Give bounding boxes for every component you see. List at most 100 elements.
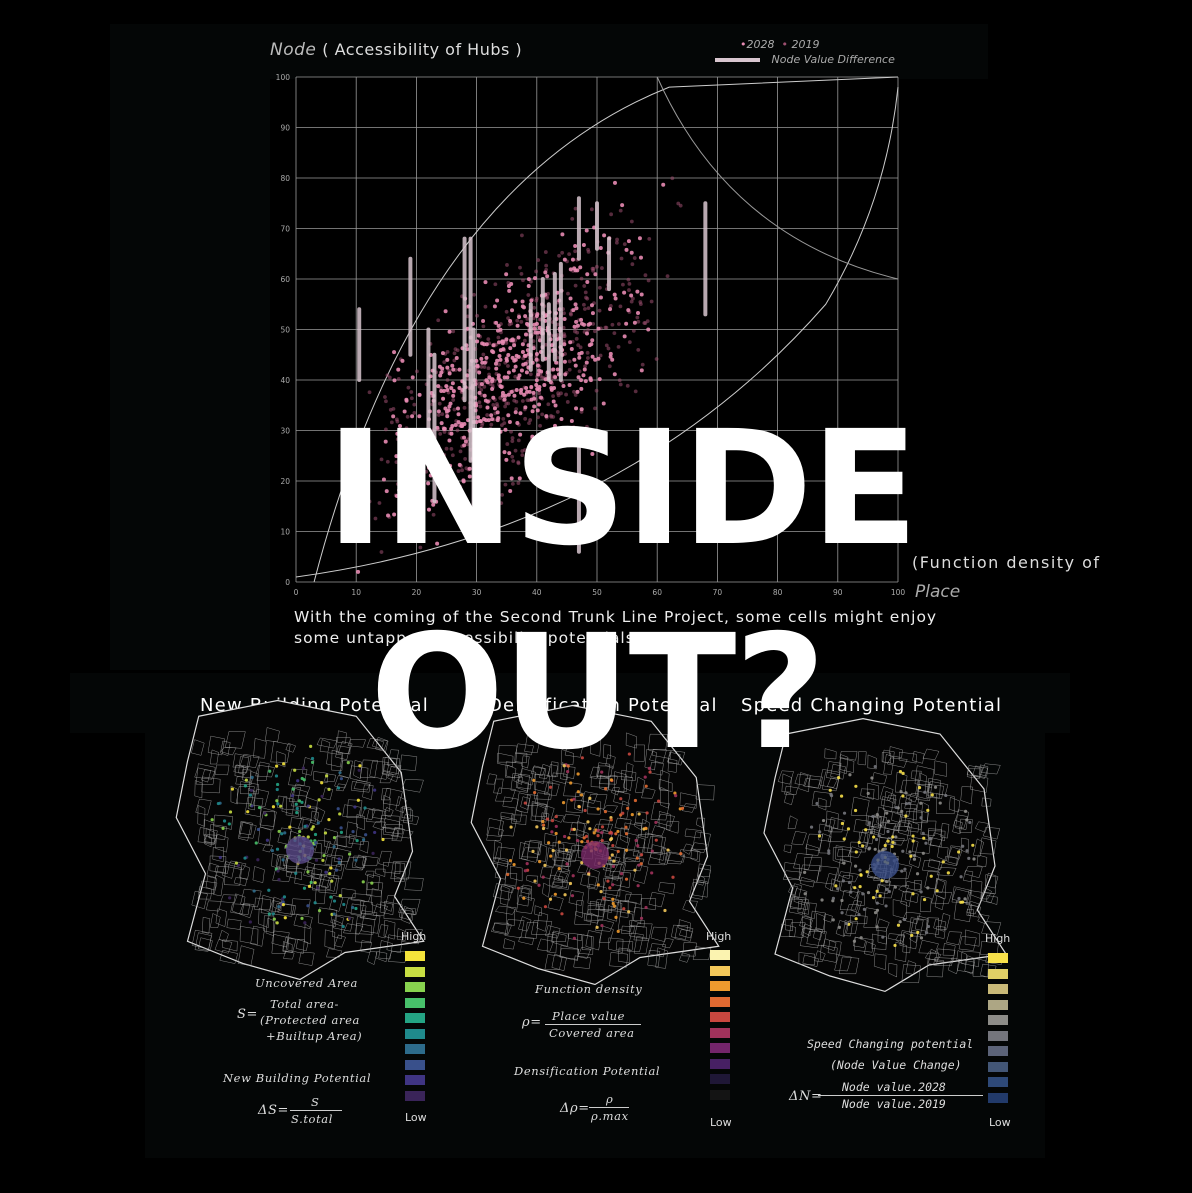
map-cell: [853, 936, 874, 953]
point-2028: [573, 363, 578, 368]
point-2028: [590, 451, 595, 456]
point-2028: [532, 404, 537, 409]
map-hotspot: [541, 826, 546, 831]
map-hotspot: [586, 820, 590, 824]
map-cell: [921, 859, 941, 872]
point-2019: [442, 430, 447, 434]
map-hotspot: [916, 930, 920, 934]
map-cell: [220, 740, 231, 756]
map-hotspot: [329, 895, 333, 899]
map-cell: [627, 932, 644, 952]
map-cell: [658, 778, 673, 792]
point-2019: [415, 369, 419, 374]
map-hotspot: [356, 798, 360, 802]
point-2028: [496, 416, 501, 421]
map1-f1-label: Uncovered Area: [255, 976, 358, 990]
point-2028: [463, 439, 468, 444]
map-cell: [333, 864, 345, 880]
point-2028: [498, 357, 503, 362]
point-2028: [485, 380, 490, 385]
point-2028: [477, 370, 482, 375]
map-hotspot: [844, 922, 849, 926]
point-2028: [508, 489, 513, 494]
map-hotspot: [339, 777, 343, 781]
map-cell: [215, 908, 228, 927]
map-cell: [652, 749, 672, 759]
map-hotspot: [854, 864, 858, 868]
point-2028: [449, 431, 454, 436]
map-cell: [830, 763, 846, 780]
map-cell: [587, 905, 604, 918]
point-2019: [395, 437, 400, 442]
map-hotspot: [533, 879, 537, 883]
map-cell: [326, 876, 338, 892]
point-2028: [392, 512, 397, 517]
point-2028: [532, 326, 537, 331]
point-2028: [503, 427, 508, 432]
point-2028: [494, 320, 499, 325]
point-2028: [518, 390, 523, 395]
point-2028: [554, 435, 559, 440]
map-cell: [191, 739, 205, 756]
point-2028: [519, 387, 524, 392]
point-2028: [533, 442, 538, 447]
map-cell: [846, 920, 859, 935]
map-cell: [224, 731, 246, 749]
map-cell: [596, 765, 613, 777]
point-2028: [620, 203, 625, 208]
point-2019: [564, 392, 568, 397]
x-tick-label: 80: [773, 588, 783, 597]
point-2028: [443, 483, 448, 488]
legend-swatch: [405, 1059, 425, 1070]
point-2019: [412, 457, 416, 462]
point-2028: [504, 356, 509, 361]
map-hotspot: [307, 884, 312, 888]
map-cell: [218, 929, 229, 943]
map-hotspot: [957, 850, 961, 854]
point-2028: [579, 317, 584, 322]
legend-swatch: [988, 1015, 1008, 1025]
map-cell: [360, 759, 378, 778]
map-cell: [324, 842, 335, 858]
point-2019: [594, 264, 599, 269]
map-cell: [378, 850, 392, 867]
map-cell: [799, 927, 822, 949]
point-2028: [426, 507, 431, 512]
point-2028: [629, 293, 634, 298]
point-2019: [566, 291, 570, 296]
map-cell: [623, 849, 641, 863]
point-2028: [484, 457, 489, 462]
x-tick-label: 20: [412, 588, 422, 597]
map-cell: [219, 949, 239, 964]
map-cell: [964, 929, 980, 947]
map-cell: [887, 794, 897, 804]
map-cell: [603, 899, 623, 912]
point-2019: [482, 384, 487, 389]
map-hotspot: [275, 847, 280, 851]
map-cell: [372, 808, 387, 820]
point-2028: [561, 383, 566, 388]
point-2019: [520, 233, 524, 238]
map-hotspot: [332, 845, 336, 849]
map-hotspot: [557, 867, 561, 871]
map-hotspot: [275, 799, 279, 803]
map-cell: [648, 891, 665, 908]
map-hotspot: [538, 860, 542, 864]
map-hotspot: [275, 921, 279, 925]
map-cell: [618, 947, 631, 964]
point-2028: [500, 339, 505, 344]
map-cell: [544, 954, 563, 970]
map-hotspot: [963, 809, 968, 813]
map-cell: [324, 854, 344, 867]
point-2019: [521, 278, 525, 283]
map-cell: [383, 861, 401, 875]
map-cell: [850, 900, 862, 914]
map-cell: [609, 952, 629, 968]
map2-f1-den: Covered area: [549, 1026, 635, 1040]
point-2028: [635, 289, 640, 294]
map-cell: [401, 905, 414, 924]
map-cell: [281, 797, 295, 815]
point-2028: [574, 319, 579, 324]
map-hotspot: [512, 862, 516, 867]
point-2019: [604, 325, 609, 330]
